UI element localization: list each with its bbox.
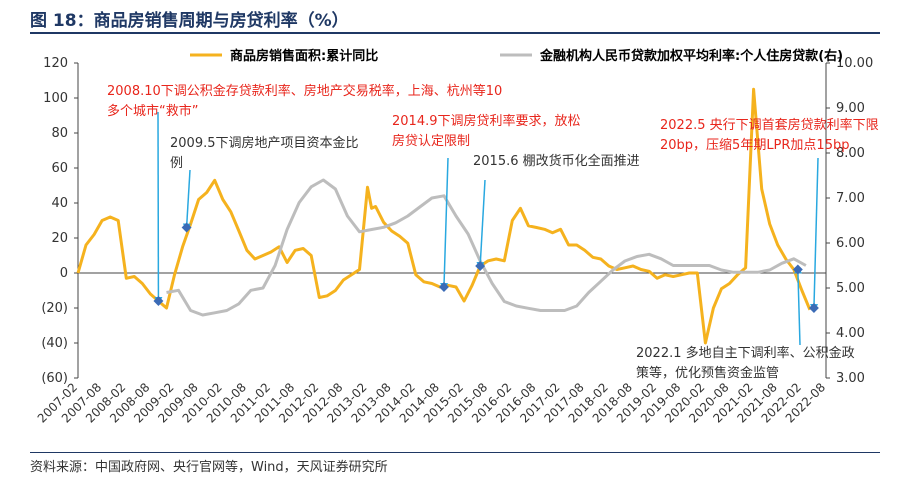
left-tick-label: 40: [51, 196, 68, 211]
annotation-marker: [439, 282, 449, 292]
series-line-2: [166, 178, 807, 317]
left-tick-label: 120: [43, 56, 68, 71]
right-tick-label: 3.00: [836, 371, 865, 386]
left-tick-label: 80: [51, 126, 68, 141]
annotation-arrow: [793, 265, 802, 346]
annotation-text: 房贷认定限制: [392, 133, 470, 149]
annotation-text: 2009.5下调房地产项目资本金比: [170, 135, 359, 151]
legend-label-1: 商品房销售面积:累计同比: [230, 48, 378, 64]
annotation-arrow: [810, 157, 819, 312]
annotation-text: 2008.10下调公积金存贷款利率、房地产交易税率，上海、杭州等10: [107, 83, 502, 99]
annotation-text: 策等，优化预售资金监管: [636, 365, 779, 381]
annotation-text: 2015.6 棚改货币化全面推进: [473, 153, 640, 169]
annotation-text: 例: [170, 156, 183, 171]
annotation-arrow: [440, 157, 449, 291]
right-tick-label: 10.00: [836, 56, 873, 71]
annotation-marker: [808, 303, 819, 313]
annotation-marker: [792, 264, 803, 275]
left-tick-label: (60): [41, 371, 68, 386]
annotation-marker: [153, 296, 164, 306]
left-tick-label: 20: [51, 231, 68, 246]
left-tick-label: 100: [43, 91, 68, 106]
left-tick-label: 60: [51, 161, 68, 176]
right-tick-label: 9.00: [836, 101, 865, 116]
left-tick-label: (40): [41, 336, 68, 351]
annotation-marker: [475, 261, 486, 271]
right-tick-label: 6.00: [836, 236, 865, 251]
left-tick-label: (20): [41, 301, 68, 316]
title-rule: [30, 32, 880, 34]
annotation-arrow: [476, 179, 486, 270]
annotation-arrow: [182, 169, 191, 232]
legend-label-2: 金融机构人民币贷款加权平均利率:个人住房贷款(右): [539, 48, 843, 64]
annotation-text: 2022.5 央行下调首套房贷款利率下限: [660, 117, 879, 133]
annotation-text: 多个城市“救市”: [107, 103, 198, 119]
annotation-text: 2014.9下调房贷利率要求，放松: [392, 113, 581, 129]
right-tick-label: 8.00: [836, 146, 865, 161]
annotation-text: 20bp，压缩5年期LPR加点15bp: [660, 137, 849, 153]
annotation-marker: [181, 222, 192, 233]
right-tick-label: 4.00: [836, 326, 865, 341]
source-rule: [30, 452, 880, 453]
source-note: 资料来源：中国政府网、央行官网等，Wind，天风证券研究所: [30, 460, 388, 475]
annotation-text: 2022.1 多地自主下调利率、公积金政: [636, 345, 855, 361]
right-tick-label: 7.00: [836, 191, 865, 206]
left-tick-label: 0: [60, 266, 68, 281]
right-tick-label: 5.00: [836, 281, 865, 296]
figure-title: 图 18：商品房销售周期与房贷利率（%）: [30, 11, 349, 31]
